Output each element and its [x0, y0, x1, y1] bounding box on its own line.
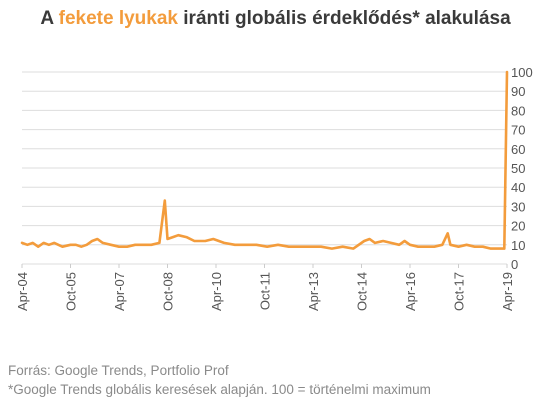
y-tick-label: 70 — [511, 123, 525, 138]
chart-title: A fekete lyukak iránti globális érdeklőd… — [0, 8, 551, 30]
grid-lines — [22, 71, 507, 265]
x-tick-label: Oct-08 — [161, 272, 176, 311]
y-tick-label: 100 — [511, 65, 533, 80]
x-axis-ticks: Apr-04 Oct-05 Apr-07 Oct-08 Apr-10 Oct-11 Apr-… — [15, 264, 515, 311]
source-note: Forrás: Google Trends, Portfolio Prof — [8, 363, 229, 378]
title-prefix: A — [40, 8, 59, 29]
title-highlight: fekete lyukak — [58, 8, 178, 29]
x-tick-label: Oct-17 — [452, 272, 467, 311]
y-tick-label: 10 — [511, 238, 525, 253]
x-tick-label: Apr-19 — [500, 272, 515, 311]
y-tick-label: 20 — [511, 219, 525, 234]
series-layer — [20, 70, 509, 250]
series-line — [20, 70, 509, 250]
x-tick-label: Apr-10 — [209, 272, 224, 311]
y-tick-label: 80 — [511, 103, 525, 118]
footnote: *Google Trends globális keresések alapjá… — [8, 382, 431, 397]
x-tick-label: Apr-13 — [306, 272, 321, 311]
x-tick-label: Oct-14 — [355, 272, 370, 311]
y-tick-label: 30 — [511, 199, 525, 214]
title-suffix: iránti globális érdeklődés* alakulása — [178, 8, 511, 29]
x-tick-label: Apr-07 — [112, 272, 127, 311]
x-tick-label: Oct-05 — [64, 272, 79, 311]
x-tick-label: Apr-04 — [15, 272, 30, 311]
y-tick-label: 90 — [511, 84, 525, 99]
y-tick-label: 50 — [511, 161, 525, 176]
x-tick-label: Oct-11 — [258, 272, 273, 310]
y-tick-label: 60 — [511, 142, 525, 157]
x-tick-label: Apr-16 — [403, 272, 418, 311]
y-axis-ticks: 0 10 20 30 40 50 60 70 80 90 100 — [511, 65, 533, 272]
y-tick-label: 0 — [511, 257, 518, 272]
y-tick-label: 40 — [511, 180, 525, 195]
